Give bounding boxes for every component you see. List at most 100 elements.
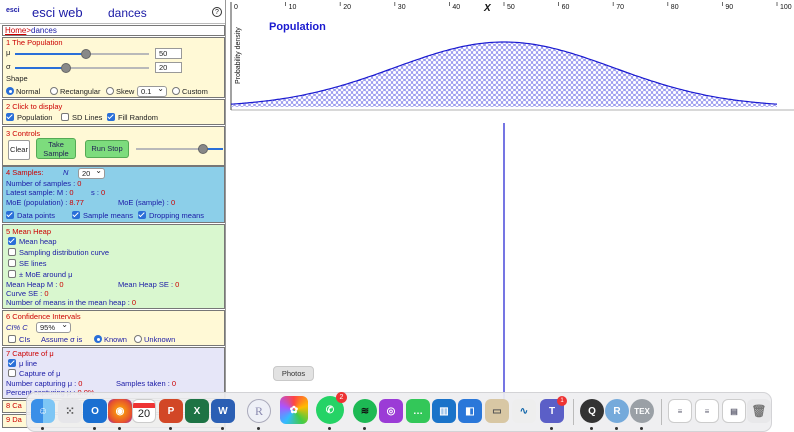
x-tick-label: 20 (343, 4, 351, 11)
heap-count: Number of means in the mean heap : 0 (6, 298, 137, 307)
firefox-icon[interactable]: ◉ (108, 399, 132, 423)
mu-slider[interactable] (15, 49, 149, 59)
sample-sd: s : 0 (91, 188, 106, 197)
ci-level-select[interactable]: 95% (36, 320, 71, 333)
known-radio[interactable]: Known (94, 335, 127, 344)
shape-normal-label: Normal (16, 87, 41, 96)
photos-icon[interactable]: ✿ (280, 396, 308, 424)
section-header: 1 The Population (6, 38, 63, 47)
teams-badge: 1 (557, 396, 567, 406)
spotify-icon[interactable]: ≋ (353, 399, 377, 423)
ci-level-label: CI% C (6, 323, 28, 332)
section-header: 7 Capture of μ (6, 349, 54, 358)
breadcrumb-home[interactable]: Home (5, 26, 27, 35)
capture-mu-checkbox[interactable]: Capture of μ (8, 369, 60, 378)
activity-icon[interactable]: ∿ (512, 399, 536, 423)
sampling-curve-checkbox[interactable]: Sampling distribution curve (8, 248, 109, 257)
x-tick-label: 30 (398, 4, 406, 11)
take-sample-button[interactable]: Take Sample (36, 138, 76, 159)
section-samples: 4 Samples: N 20 Number of samples : 0 La… (2, 166, 225, 223)
section-capture: 7 Capture of μ μ line Capture of μ Numbe… (2, 347, 225, 399)
fill-random-checkbox[interactable]: Fill Random (107, 113, 158, 122)
capturing-count: Number capturing μ : 0 (6, 379, 83, 388)
breadcrumb-separator: > (26, 26, 32, 35)
n-select[interactable]: 20 (78, 167, 105, 179)
x-tick-label: 40 (452, 4, 460, 11)
x-tick-label: 90 (725, 4, 733, 11)
moe-around-mu-checkbox[interactable]: ± MoE around μ (8, 270, 72, 279)
document-thumbnail-icon[interactable]: ▤ (722, 399, 746, 423)
breadcrumb-current: dances (31, 26, 57, 35)
skew-select[interactable]: 0.1 (137, 84, 167, 97)
sd-lines-checkbox[interactable]: SD Lines (61, 113, 102, 122)
excel-icon[interactable]: X (185, 399, 209, 423)
x-tick-label: 0 (234, 4, 238, 11)
mu-line-checkbox[interactable]: μ line (8, 359, 37, 368)
trash-icon[interactable]: 🗑 (747, 399, 771, 423)
moe-sample: MoE (sample) : 0 (118, 198, 176, 207)
run-stop-button[interactable]: Run Stop (85, 140, 129, 158)
calendar-day: 20 (137, 407, 151, 420)
shape-custom-label: Custom (182, 87, 208, 96)
section-mean-heap: 5 Mean Heap Mean heap Sampling distribut… (2, 224, 225, 309)
clear-button[interactable]: Clear (8, 140, 30, 160)
shape-skew-label: Skew (116, 87, 135, 96)
fill-random-checkbox-label: Fill Random (118, 113, 159, 122)
dropping-means-checkbox[interactable]: Dropping means (138, 211, 204, 220)
mu-label: μ (6, 48, 11, 57)
powerpoint-icon[interactable]: P (159, 399, 183, 423)
x-tick-label: 100 (780, 4, 792, 11)
sd-lines-checkbox-label: SD Lines (72, 113, 103, 122)
take-sample-line2: Sample (43, 149, 69, 158)
section-population: 1 The Population μ 50 σ 20 Shape Normal … (2, 37, 225, 98)
trello-icon[interactable]: ▥ (432, 399, 456, 423)
whatsapp-badge: 2 (336, 392, 347, 403)
se-lines-checkbox[interactable]: SE lines (8, 259, 47, 268)
sigma-slider[interactable] (15, 63, 149, 73)
shape-rectangular-label: Rectangular (60, 87, 101, 96)
population-chart: 0 10 20 30 40 50 60 70 80 90 100 X Population Prob… (227, 0, 794, 410)
population-checkbox[interactable]: Population (6, 113, 52, 122)
outlook-icon[interactable]: O (83, 399, 107, 423)
help-icon[interactable]: ? (212, 7, 222, 17)
sigma-input[interactable]: 20 (155, 62, 182, 73)
speed-slider[interactable] (136, 144, 223, 154)
podcasts-icon[interactable]: ◎ (379, 399, 403, 423)
unknown-radio[interactable]: Unknown (134, 335, 175, 344)
section-confidence-intervals: 6 Confidence Intervals CI% C 95% CIs Ass… (2, 310, 225, 346)
y-axis-label: Probability density (235, 27, 242, 84)
shape-rectangular-radio[interactable]: Rectangular (50, 87, 100, 96)
data-points-checkbox[interactable]: Data points (6, 211, 55, 220)
x-tick-label: 70 (616, 4, 624, 11)
document-thumbnail-icon[interactable]: ≡ (668, 399, 692, 423)
mu-input[interactable]: 50 (155, 48, 182, 59)
shape-custom-radio[interactable]: Custom (172, 87, 208, 96)
breadcrumb: Home>dances (2, 25, 225, 36)
tex-icon[interactable]: TEX (630, 399, 654, 423)
n-label: N (63, 168, 69, 177)
shape-normal-radio[interactable]: Normal (6, 87, 40, 96)
finder-icon[interactable]: ☺ (31, 399, 55, 423)
sourcetree-icon[interactable]: ▭ (485, 399, 509, 423)
calendar-icon[interactable]: 20 (132, 399, 156, 423)
document-thumbnail-icon[interactable]: ≡ (695, 399, 719, 423)
sample-means-checkbox[interactable]: Sample means (72, 211, 133, 220)
x-tick-label: 80 (671, 4, 679, 11)
rstudio-icon[interactable]: R (605, 399, 629, 423)
r-icon[interactable]: R (247, 399, 271, 423)
mean-heap-checkbox[interactable]: Mean heap (8, 237, 57, 246)
curve-se: Curve SE : 0 (6, 289, 49, 298)
launchpad-icon[interactable]: ⁙ (58, 399, 82, 423)
section-display: 2 Click to display Population SD Lines F… (2, 99, 225, 125)
trello-alt-icon[interactable]: ◧ (458, 399, 482, 423)
shape-skew-radio[interactable]: Skew (106, 87, 134, 96)
word-icon[interactable]: W (211, 399, 235, 423)
population-checkbox-label: Population (17, 113, 53, 122)
module-title: dances (108, 6, 147, 20)
samples-header: 4 Samples: (6, 168, 44, 177)
control-panel: esci esci web dances ? Home>dances 1 The… (0, 0, 226, 432)
cis-checkbox[interactable]: CIs (8, 335, 30, 344)
quicktime-icon[interactable]: Q (580, 399, 604, 423)
messages-icon[interactable]: … (406, 399, 430, 423)
